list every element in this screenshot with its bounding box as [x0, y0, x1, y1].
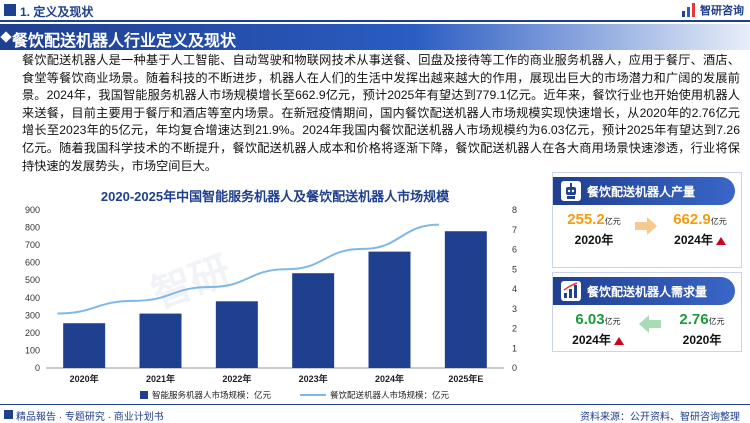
- top-bar: 1. 定义及现状 智研咨询: [0, 0, 750, 22]
- y-right-tick-label: 1: [512, 343, 517, 353]
- y-left-tick-label: 400: [25, 293, 40, 303]
- legend-swatch-bar: [140, 391, 148, 399]
- demand-card-header: 餐饮配送机器人需求量: [553, 277, 735, 305]
- metric-year: 2020年: [574, 233, 614, 247]
- y-left-tick-label: 700: [25, 240, 40, 250]
- production-card: 餐饮配送机器人产量 255.2亿元 2020年 662.9亿元 2024年: [552, 172, 742, 268]
- y-left-tick-label: 600: [25, 258, 40, 268]
- bar: [368, 251, 411, 368]
- y-right-tick-label: 6: [512, 245, 517, 255]
- y-right-tick-label: 8: [512, 205, 517, 215]
- section-heading: 1. 定义及现状: [20, 5, 94, 19]
- metric-year: 2024年: [674, 233, 713, 247]
- title-bar: 餐饮配送机器人行业定义及现状: [0, 24, 750, 50]
- metric-year: 2024年: [572, 333, 611, 347]
- chart-growth-icon: [561, 281, 581, 301]
- footer: 精品報告 · 专题研究 · 商业计划书 资料来源：公开资料、智研咨询整理: [0, 404, 750, 423]
- arrow-left-icon: [639, 315, 661, 333]
- metric-unit: 亿元: [604, 317, 621, 326]
- brand-name: 智研咨询: [700, 5, 744, 17]
- chart-canvas: 0 100 200 300 400 500 600 700 800 900 0 1 2 3 4 5 6 7 8 202…: [25, 205, 517, 400]
- y-right-tick-label: 5: [512, 264, 517, 274]
- demand-2020-metric: 2.76亿元 2020年: [665, 311, 739, 348]
- footer-source: 资料来源：公开资料、智研咨询整理: [580, 412, 740, 423]
- brand-logo[interactable]: 智研咨询: [681, 2, 744, 18]
- y-left-tick-label: 200: [25, 328, 40, 338]
- metric-unit: 亿元: [710, 217, 727, 226]
- metric-year: 2020年: [682, 333, 722, 347]
- up-arrow-icon: [715, 236, 726, 245]
- arrow-right-icon: [635, 217, 657, 235]
- production-2020-metric: 255.2亿元 2020年: [559, 211, 629, 248]
- x-tick-label: 2022年: [222, 373, 251, 384]
- demand-card-title: 餐饮配送机器人需求量: [587, 285, 708, 299]
- metric-value: 255.2: [567, 211, 605, 228]
- line-series: [57, 223, 440, 315]
- demand-card: 餐饮配送机器人需求量 6.03亿元 2024年 2.76亿元 2020年: [552, 272, 742, 352]
- x-tick-label: 2023年: [299, 373, 328, 384]
- y-left-tick-label: 900: [25, 205, 40, 215]
- metric-value: 662.9: [673, 211, 711, 228]
- bar: [63, 323, 106, 368]
- y-right-tick-label: 3: [512, 304, 517, 314]
- x-tick-label: 2021年: [146, 373, 175, 384]
- bar: [139, 313, 182, 368]
- legend-label-bar: 智能服务机器人市场规模：亿元: [152, 390, 272, 400]
- page-title: 餐饮配送机器人行业定义及现状: [12, 33, 237, 50]
- footer-marker-icon: [4, 410, 13, 419]
- metric-value: 2.76: [679, 311, 709, 328]
- y-right-tick-label: 4: [512, 284, 517, 294]
- title-diamond-icon: [0, 31, 12, 43]
- x-tick-label: 2024年: [375, 373, 404, 384]
- metric-unit: 亿元: [604, 217, 621, 226]
- metric-value: 6.03: [575, 311, 605, 328]
- y-left-tick-label: 800: [25, 223, 40, 233]
- y-right-tick-label: 7: [512, 225, 517, 235]
- y-left-tick-label: 0: [35, 363, 40, 373]
- production-card-header: 餐饮配送机器人产量: [553, 177, 735, 205]
- demand-2024-metric: 6.03亿元 2024年: [559, 311, 637, 348]
- y-left-tick-label: 100: [25, 345, 40, 355]
- y-right-tick-label: 0: [512, 363, 517, 373]
- x-tick-label: 2025年E: [448, 373, 483, 384]
- legend-label-line: 餐饮配送机器人市场规模：亿元: [330, 390, 450, 400]
- bar: [215, 301, 258, 368]
- y-right-tick-label: 2: [512, 324, 517, 334]
- y-left-tick-label: 300: [25, 310, 40, 320]
- intro-paragraph: 餐饮配送机器人是一种基于人工智能、自动驾驶和物联网技术从事送餐、回盘及接待等工作…: [22, 53, 740, 173]
- footer-left-text[interactable]: 精品報告 · 专题研究 · 商业计划书: [16, 412, 164, 423]
- up-arrow-icon: [613, 336, 624, 345]
- chart-logo-icon: [682, 3, 695, 17]
- robot-icon: [561, 181, 581, 201]
- y-left-tick-label: 500: [25, 275, 40, 285]
- market-chart: 2020-2025年中国智能服务机器人及餐饮配送机器人市场规模 0 100 200 3…: [10, 186, 540, 402]
- bar: [292, 273, 335, 368]
- production-card-title: 餐饮配送机器人产量: [587, 185, 696, 199]
- bar: [444, 231, 487, 368]
- x-tick-label: 2020年: [70, 373, 99, 384]
- chart-title: 2020-2025年中国智能服务机器人及餐饮配送机器人市场规模: [100, 189, 450, 204]
- metric-unit: 亿元: [708, 317, 725, 326]
- production-2024-metric: 662.9亿元 2024年: [661, 211, 739, 248]
- section-marker-icon: [4, 4, 16, 16]
